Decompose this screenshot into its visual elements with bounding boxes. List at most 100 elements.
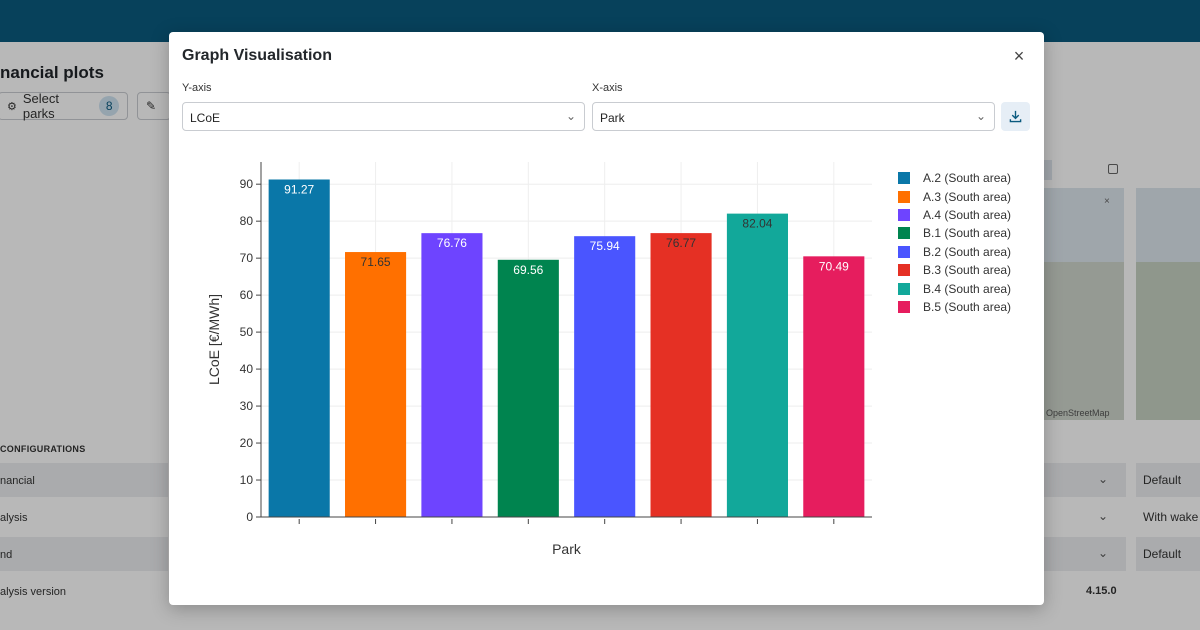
bar-value-label: 76.76 [437, 236, 467, 250]
legend-item[interactable]: A.3 (South area) [898, 187, 1011, 205]
chevron-down-icon: ⌄ [975, 109, 986, 123]
close-icon[interactable]: × [1104, 196, 1110, 207]
legend-swatch [898, 282, 910, 295]
bar-value-label: 75.94 [590, 239, 620, 253]
bar-value-label: 71.65 [361, 255, 391, 269]
legend-swatch [898, 190, 910, 203]
config-row: nd ⌄ Default [0, 537, 1200, 571]
bar [345, 252, 407, 518]
legend-label: A.3 (South area) [923, 189, 1012, 204]
y-axis-label: Y-axis [182, 82, 212, 94]
bar-value-label: 70.49 [819, 259, 849, 273]
config-row-cell [0, 537, 168, 571]
version-value: 4.15.0 [1086, 585, 1117, 597]
download-button[interactable] [1001, 102, 1030, 131]
config-row-label: alysis [0, 512, 28, 524]
legend-item[interactable]: A.4 (South area) [898, 206, 1011, 224]
y-tick-label: 40 [240, 362, 254, 376]
gear-icon: ⚙ [7, 100, 17, 113]
legend-item[interactable]: B.1 (South area) [898, 224, 1011, 242]
legend-swatch [898, 208, 910, 221]
y-axis-value: LCoE [190, 111, 221, 125]
map-card-1[interactable] [1044, 188, 1124, 420]
legend-item[interactable]: B.3 (South area) [898, 261, 1011, 279]
bar [726, 213, 788, 517]
chevron-down-icon[interactable]: ⌄ [1098, 546, 1109, 560]
copy-icon[interactable] [1108, 164, 1118, 174]
section-title: CONFIGURATIONS [0, 444, 86, 454]
y-axis-select[interactable]: LCoE ⌄ [182, 102, 585, 131]
legend-swatch [898, 245, 910, 258]
modal-title: Graph Visualisation [182, 47, 332, 64]
bar-value-label: 69.56 [513, 263, 543, 277]
x-axis-label: X-axis [592, 82, 623, 94]
version-label: alysis version [0, 586, 67, 598]
legend-label: B.2 (South area) [923, 244, 1012, 259]
bar [574, 236, 636, 517]
x-axis-select[interactable]: Park ⌄ [592, 102, 995, 131]
bar [497, 259, 559, 517]
y-tick-label: 60 [240, 288, 254, 302]
legend-item[interactable]: B.5 (South area) [898, 298, 1011, 316]
legend-swatch [898, 172, 910, 185]
legend-label: A.2 (South area) [923, 171, 1012, 186]
select-parks-button[interactable]: ⚙ Select parks 8 [0, 91, 128, 121]
chevron-down-icon[interactable]: ⌄ [1098, 509, 1109, 523]
legend-label: B.1 (South area) [923, 226, 1012, 241]
y-tick-label: 80 [240, 214, 254, 228]
legend-swatch [898, 264, 910, 277]
lcoe-bar-chart: 0 10 20 30 40 50 60 70 80 90 91.27 71.65 76.76 69.56 7… [206, 162, 872, 557]
legend-label: B.5 (South area) [923, 299, 1012, 314]
graph-visualisation-modal: Graph Visualisation × Y-axis LCoE ⌄ X-ax… [169, 32, 1044, 605]
config-select[interactable]: Default [1136, 463, 1200, 497]
edit-button[interactable]: ✎ [137, 92, 171, 120]
config-row-label: nancial [0, 475, 35, 487]
x-axis-title: Park [552, 541, 582, 557]
x-axis-value: Park [600, 111, 625, 125]
y-tick-label: 10 [240, 473, 254, 487]
edit-icon: ✎ [146, 99, 157, 113]
map-attribution: OpenStreetMap [1046, 408, 1110, 418]
map-area [1044, 262, 1124, 420]
bar-value-label: 91.27 [284, 182, 314, 196]
y-axis-title: LCoE [€/MWh] [206, 294, 222, 385]
config-select[interactable]: With wake [1136, 500, 1200, 534]
bar-value-label: 82.04 [742, 217, 772, 231]
bar [268, 179, 330, 517]
legend-label: A.4 (South area) [923, 207, 1012, 222]
close-icon[interactable]: × [1013, 46, 1025, 66]
legend-label: B.3 (South area) [923, 263, 1012, 278]
bar [803, 256, 865, 517]
config-row-cell [0, 463, 168, 497]
y-tick-label: 90 [240, 177, 254, 191]
y-tick-label: 50 [240, 325, 254, 339]
y-tick-label: 70 [240, 251, 254, 265]
y-tick-label: 0 [246, 510, 253, 524]
chevron-down-icon[interactable]: ⌄ [1098, 472, 1109, 486]
config-row-label: nd [0, 549, 13, 561]
bar [650, 233, 712, 517]
bar-value-label: 76.77 [666, 236, 696, 250]
config-row: nancial ⌄ Default [0, 463, 1200, 497]
bar [421, 233, 483, 517]
download-icon [1009, 110, 1022, 123]
map-area [1136, 262, 1200, 420]
config-row-cell [1044, 463, 1126, 497]
legend-swatch [898, 227, 910, 240]
legend-swatch [898, 300, 910, 313]
legend-item[interactable]: B.4 (South area) [898, 279, 1011, 297]
legend-item[interactable]: B.2 (South area) [898, 243, 1011, 261]
map-card-2[interactable] [1136, 188, 1200, 420]
legend-item[interactable]: A.2 (South area) [898, 169, 1011, 187]
y-tick-label: 20 [240, 436, 254, 450]
legend-label: B.4 (South area) [923, 281, 1012, 296]
select-parks-label: Select parks [22, 91, 60, 121]
chevron-down-icon: ⌄ [565, 109, 576, 123]
y-tick-label: 30 [240, 399, 254, 413]
config-row-cell [1044, 537, 1126, 571]
bg-chip [1044, 160, 1052, 180]
chart-legend: A.2 (South area) A.3 (South area) A.4 (Sou… [898, 169, 1011, 316]
page-title: nancial plots [0, 63, 104, 82]
select-parks-count-badge: 8 [99, 96, 119, 116]
config-select[interactable]: Default [1136, 537, 1200, 571]
